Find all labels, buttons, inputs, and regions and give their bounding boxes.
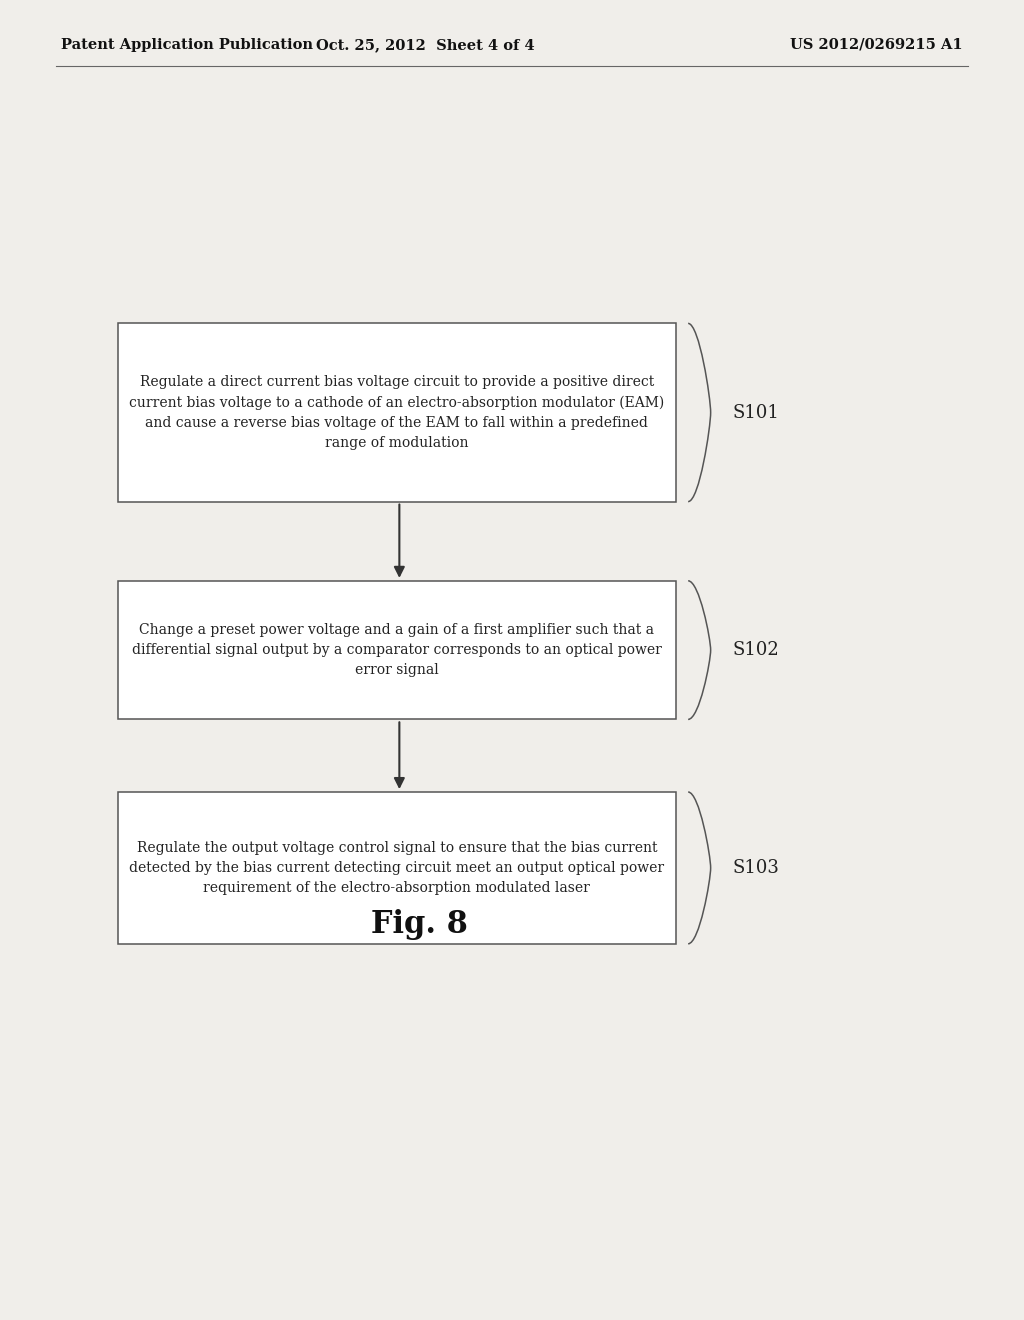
FancyBboxPatch shape xyxy=(118,581,676,719)
Text: S102: S102 xyxy=(732,642,779,659)
Text: S101: S101 xyxy=(732,404,779,421)
Text: Regulate a direct current bias voltage circuit to provide a positive direct
curr: Regulate a direct current bias voltage c… xyxy=(129,375,665,450)
Text: Fig. 8: Fig. 8 xyxy=(372,908,468,940)
Text: Regulate the output voltage control signal to ensure that the bias current
detec: Regulate the output voltage control sign… xyxy=(129,841,665,895)
FancyBboxPatch shape xyxy=(118,323,676,502)
Text: Patent Application Publication: Patent Application Publication xyxy=(61,38,313,51)
Text: S103: S103 xyxy=(732,859,779,876)
Text: US 2012/0269215 A1: US 2012/0269215 A1 xyxy=(790,38,963,51)
Text: Change a preset power voltage and a gain of a first amplifier such that a
differ: Change a preset power voltage and a gain… xyxy=(132,623,662,677)
FancyBboxPatch shape xyxy=(118,792,676,944)
Text: Oct. 25, 2012  Sheet 4 of 4: Oct. 25, 2012 Sheet 4 of 4 xyxy=(315,38,535,51)
